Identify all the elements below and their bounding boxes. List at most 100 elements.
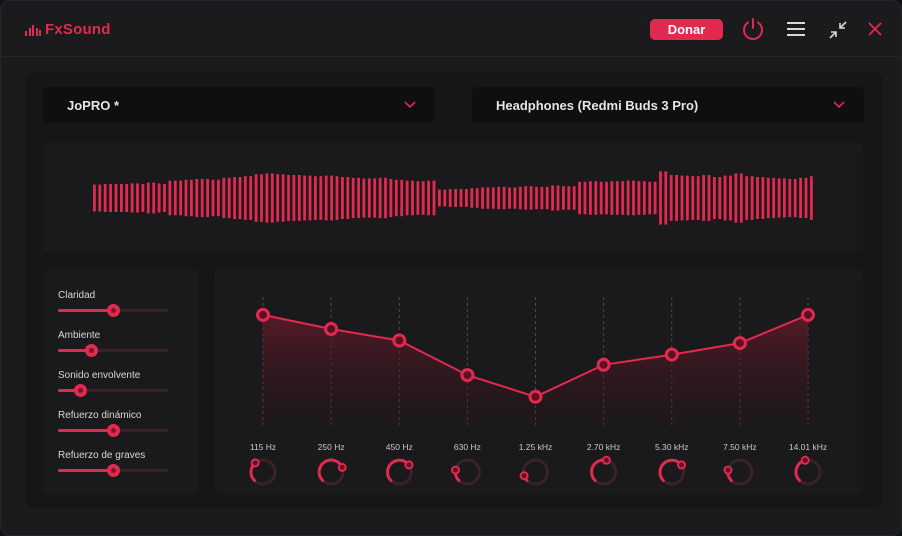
audio-visualizer — [43, 142, 863, 252]
eq-band-handle[interactable] — [256, 307, 270, 322]
eq-band-handle[interactable] — [664, 347, 679, 362]
visualizer-bar — [346, 177, 350, 219]
visualizer-bar — [416, 181, 420, 215]
preset-value: JoPRO * — [67, 97, 120, 113]
visualizer-bar — [734, 173, 738, 223]
visualizer-bar — [513, 187, 517, 209]
eq-band-handle[interactable] — [732, 336, 747, 351]
visualizer-bar — [551, 185, 554, 211]
chevron-down-icon — [833, 101, 845, 109]
effect-slider[interactable] — [58, 304, 168, 317]
power-icon — [743, 18, 763, 40]
slider-handle[interactable] — [107, 304, 120, 317]
eq-band-handle[interactable] — [324, 322, 339, 336]
effect-slider[interactable] — [58, 384, 168, 397]
eq-knob-indicator — [404, 460, 414, 470]
visualizer-bar — [475, 188, 479, 208]
visualizer-bar — [281, 174, 285, 222]
visualizer-bar — [524, 186, 528, 210]
visualizer-bar — [599, 181, 603, 215]
visualizer-bar — [745, 176, 749, 220]
preset-dropdown[interactable]: JoPRO * — [43, 87, 435, 123]
visualizer-bar — [443, 189, 447, 207]
visualizer-bar — [324, 175, 328, 221]
visualizer-bar — [766, 177, 770, 219]
slider-fill — [58, 429, 113, 432]
visualizer-bar — [739, 173, 743, 223]
visualizer-bar — [486, 187, 490, 209]
device-dropdown[interactable]: Headphones (Redmi Buds 3 Pro) — [472, 87, 864, 123]
visualizer-bar — [659, 171, 662, 225]
effect-label: Refuerzo dinámico — [58, 410, 142, 421]
visualizer-bar — [702, 175, 705, 221]
effects-panel: Claridad Ambiente Sonido envolvente Refuerz… — [43, 269, 198, 494]
visualizer-bar — [163, 184, 166, 212]
visualizer-bar — [125, 184, 129, 212]
slider-handle[interactable] — [107, 424, 120, 437]
slider-fill — [58, 309, 113, 312]
eq-band-handle[interactable] — [596, 357, 611, 372]
eq-band-handle[interactable] — [460, 368, 475, 383]
visualizer-bar — [195, 179, 199, 218]
device-value: Headphones (Redmi Buds 3 Pro) — [496, 97, 699, 113]
visualizer-bar — [308, 175, 312, 221]
visualizer-bar — [465, 189, 468, 207]
slider-handle[interactable] — [74, 384, 87, 397]
visualizer-bar — [535, 186, 538, 210]
power-button[interactable] — [739, 15, 767, 43]
eq-band-handle[interactable] — [801, 307, 815, 322]
close-button[interactable] — [861, 15, 889, 43]
visualizer-bar — [157, 183, 161, 213]
effect-slider[interactable] — [58, 424, 168, 437]
visualizer-bar — [556, 185, 560, 211]
eq-band-label: 250 Hz — [317, 442, 345, 452]
eq-band-label: 2.70 kHz — [586, 442, 621, 452]
visualizer-bar — [562, 186, 565, 210]
eq-knob-indicator — [601, 455, 611, 465]
effect-slider[interactable] — [58, 344, 168, 357]
visualizer-bar — [270, 173, 274, 223]
effect-slider[interactable] — [58, 464, 168, 477]
visualizer-bar — [276, 174, 280, 222]
visualizer-bar — [696, 176, 700, 220]
visualizer-bar — [793, 179, 797, 218]
minimize-button[interactable] — [824, 16, 852, 44]
visualizer-bar — [578, 181, 581, 215]
eq-band-handle[interactable] — [528, 389, 543, 404]
visualizer-bar — [394, 179, 398, 217]
slider-handle[interactable] — [85, 344, 98, 357]
eq-knob-arc — [658, 458, 683, 482]
visualizer-bar — [686, 175, 689, 221]
visualizer-bar — [621, 181, 625, 215]
menu-button[interactable] — [782, 15, 810, 43]
visualizer-bar — [783, 178, 786, 218]
eq-band-label: 1.25 kHz — [518, 442, 553, 452]
eq-knob-arc — [386, 458, 411, 482]
visualizer-bar — [707, 175, 711, 221]
visualizer-bar — [567, 186, 571, 210]
visualizer-bar — [243, 176, 247, 220]
eq-knob-arc — [317, 458, 344, 482]
visualizer-bar — [319, 176, 323, 220]
visualizer-bar — [583, 181, 587, 215]
effect-label: Sonido envolvente — [58, 370, 141, 381]
visualizer-bar — [804, 177, 808, 219]
visualizer-bar — [664, 171, 668, 225]
visualizer-bar — [136, 183, 139, 213]
visualizer-bar — [378, 177, 382, 219]
eq-band-handle[interactable] — [392, 333, 407, 348]
donate-button[interactable]: Donar — [650, 19, 723, 40]
visualizer-bar — [179, 180, 183, 216]
eq-band-label: 5.30 kHz — [654, 442, 689, 452]
slider-handle[interactable] — [107, 464, 120, 477]
visualizer-bar — [292, 175, 296, 221]
eq-knob-indicator — [519, 471, 529, 481]
eq-band-label: 14.01 kHz — [788, 442, 828, 452]
visualizer-bar — [384, 177, 387, 219]
visualizer-bar — [594, 181, 598, 215]
visualizer-bar — [713, 177, 716, 219]
eq-knob-indicator — [451, 465, 460, 475]
visualizer-bar — [529, 186, 533, 210]
visualizer-bar — [421, 181, 425, 215]
